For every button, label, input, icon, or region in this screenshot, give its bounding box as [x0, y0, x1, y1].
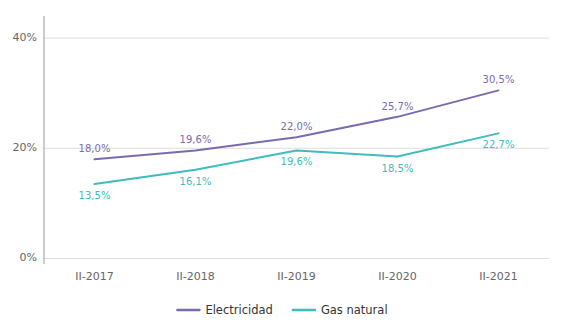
- grid-line: [44, 258, 549, 259]
- x-axis: II-2017 II-2018 II-2019 II-2020 II-2021: [75, 270, 517, 283]
- data-label: 30,5%: [483, 74, 515, 85]
- y-axis-line: [44, 16, 45, 264]
- data-label: 13,5%: [79, 190, 111, 201]
- y-tick-label: 20%: [13, 141, 37, 154]
- grid-line: [44, 38, 549, 39]
- x-tick-label: II-2018: [176, 270, 214, 283]
- data-label: 18,5%: [382, 163, 414, 174]
- chart: 0%20%40%II-2017II-2018II-2019II-2020II-2…: [0, 0, 565, 326]
- legend-swatch: [177, 309, 199, 312]
- data-labels: 18,0% 19,6% 22,0% 25,7% 30,5% 13,5% 16,1% 19,6%…: [79, 74, 515, 201]
- y-axis: 0% 20% 40%: [13, 16, 549, 264]
- legend-label: Electricidad: [205, 303, 272, 317]
- data-label: 22,7%: [483, 139, 515, 150]
- chart-container: 0%20%40%II-2017II-2018II-2019II-2020II-2…: [0, 0, 565, 326]
- grid-line: [44, 148, 549, 149]
- plot-area: [95, 90, 499, 184]
- x-tick-label: II-2020: [378, 270, 416, 283]
- data-label: 19,6%: [180, 134, 212, 145]
- legend-swatch: [293, 309, 315, 312]
- data-label: 25,7%: [382, 101, 414, 112]
- series-line: [95, 90, 499, 159]
- legend-item: Gas natural: [293, 303, 388, 317]
- y-tick-label: 0%: [20, 251, 37, 264]
- legend-item: Electricidad: [177, 303, 272, 317]
- x-tick-label: II-2019: [277, 270, 315, 283]
- data-label: 19,6%: [281, 156, 313, 167]
- data-label: 18,0%: [79, 143, 111, 154]
- x-tick-label: II-2021: [479, 270, 517, 283]
- x-tick-label: II-2017: [75, 270, 113, 283]
- data-label: 22,0%: [281, 121, 313, 132]
- legend: Electricidad Gas natural: [177, 303, 387, 317]
- data-label: 16,1%: [180, 176, 212, 187]
- y-tick-label: 40%: [13, 31, 37, 44]
- legend-label: Gas natural: [321, 303, 388, 317]
- series-line: [95, 133, 499, 184]
